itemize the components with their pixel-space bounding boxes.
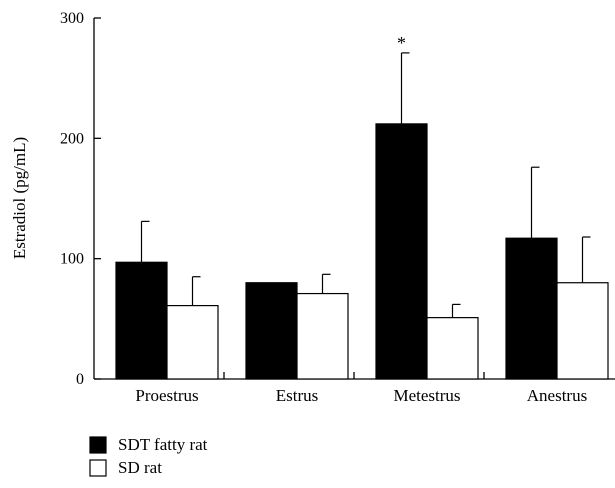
- bar-sd-anestrus: [556, 282, 609, 380]
- x-tick-label: Anestrus: [527, 386, 587, 405]
- annotations: *: [397, 33, 406, 53]
- y-tick-label: 300: [60, 10, 84, 27]
- legend-label: SD rat: [118, 458, 162, 477]
- y-tick-label: 100: [60, 251, 84, 268]
- bar-sdt-fatty-estrus: [245, 282, 298, 380]
- x-tick-label: Proestrus: [135, 386, 198, 405]
- bars: [115, 123, 609, 380]
- legend-swatch: [89, 436, 107, 454]
- y-tick-label: 200: [60, 130, 84, 147]
- bar-sdt-fatty-proestrus: [115, 261, 168, 380]
- legend-label: SDT fatty rat: [118, 435, 208, 454]
- error-bars: [140, 52, 591, 318]
- legend: SDT fatty rat SD rat: [89, 435, 208, 477]
- bar-sdt-fatty-metestrus: [375, 123, 428, 380]
- bar-sd-proestrus: [166, 304, 219, 380]
- legend-swatch: [89, 459, 107, 477]
- x-tick-label: Estrus: [276, 386, 319, 405]
- x-tick-label: Metestrus: [393, 386, 460, 405]
- significance-marker: *: [397, 33, 406, 53]
- y-axis-title: Estradiol (pg/mL): [10, 137, 29, 259]
- bar-sdt-fatty-anestrus: [505, 237, 558, 380]
- y-tick-label: 0: [76, 371, 84, 388]
- bar-sd-estrus: [296, 292, 349, 380]
- bar-sd-metestrus: [426, 317, 479, 380]
- y-axis: 0 100 200 300: [60, 10, 101, 388]
